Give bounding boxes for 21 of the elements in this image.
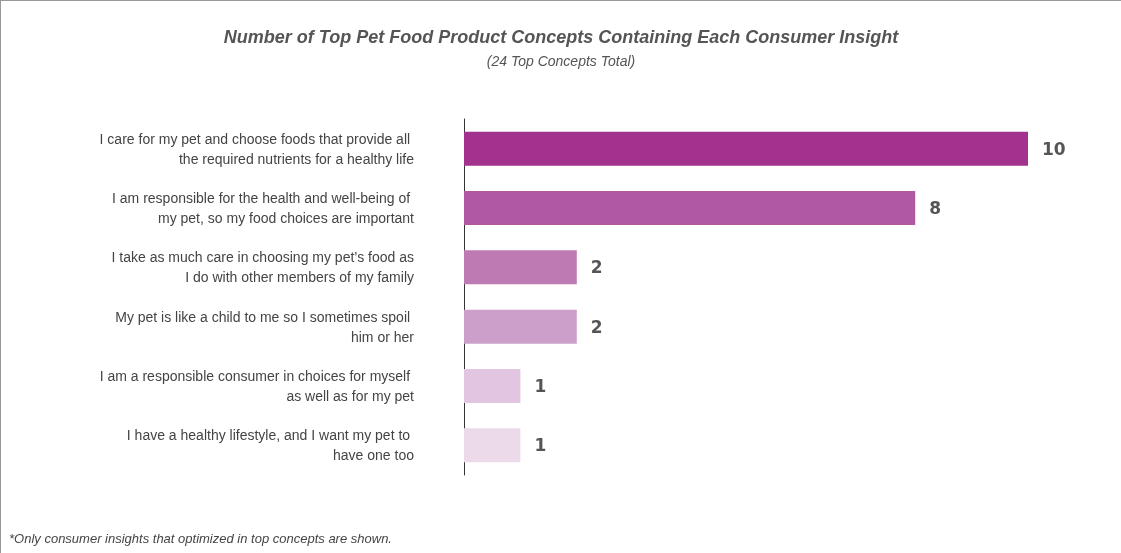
chart-title: Number of Top Pet Food Product Concepts Containing Each Consumer Insight (223, 27, 900, 47)
y-tick-label: I have a healthy lifestyle, and I want my pet to have one too (126, 427, 415, 464)
data-label: 1 (534, 376, 547, 396)
bar (464, 309, 577, 344)
data-label: 8 (929, 198, 942, 218)
data-label: 2 (590, 316, 603, 337)
bar (464, 369, 521, 403)
bar (464, 428, 521, 463)
chart-subtitle: (24 Top Concepts Total) (486, 53, 636, 69)
y-tick-label: I take as much care in choosing my pet’s food as I do with other members of my family (111, 249, 414, 286)
y-tick-label: I am a responsible consumer in choices for myself as well as for my pet (99, 368, 415, 404)
y-tick-label: I care for my pet and choose foods that provide all the required nutrients for a healthy life (99, 130, 415, 167)
data-label: 10 (1042, 138, 1066, 159)
bar (464, 191, 916, 225)
bar (464, 250, 577, 285)
bar (464, 131, 1028, 166)
data-label: 1 (534, 435, 547, 456)
text: *Only consumer insights that optimized in top concepts are shown. (9, 531, 392, 546)
y-tick-label: I am responsible for the health and well-being of my pet, so my food choices are important (112, 190, 415, 226)
y-tick-label: My pet is like a child to me so I sometimes spoil him or her (115, 308, 415, 345)
data-label: 2 (590, 257, 603, 278)
